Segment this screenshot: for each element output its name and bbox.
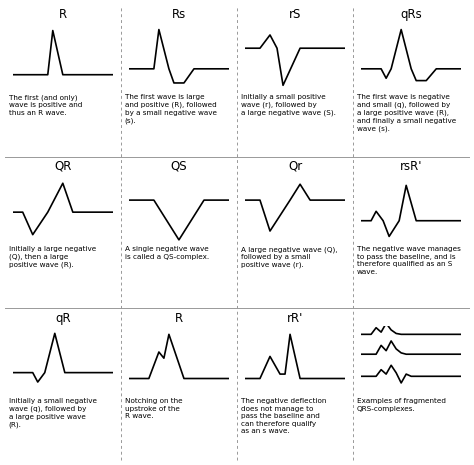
Text: The negative deflection
does not manage to
pass the baseline and
can therefore q: The negative deflection does not manage … [241, 398, 326, 434]
Text: A single negative wave
is called a QS-complex.: A single negative wave is called a QS-co… [125, 246, 209, 259]
Text: rS: rS [289, 8, 301, 21]
Text: Initially a small positive
wave (r), followed by
a large negative wave (S).: Initially a small positive wave (r), fol… [241, 94, 336, 116]
Text: R: R [175, 312, 183, 325]
Text: A large negative wave (Q),
followed by a small
positive wave (r).: A large negative wave (Q), followed by a… [241, 246, 337, 268]
Text: Examples of fragmented
QRS-complexes.: Examples of fragmented QRS-complexes. [357, 398, 446, 412]
Text: The first wave is large
and positive (R), followed
by a small negative wave
(s).: The first wave is large and positive (R)… [125, 94, 217, 124]
Text: rsR': rsR' [400, 160, 422, 173]
Text: R: R [59, 8, 67, 21]
Text: The first wave is negative
and small (q), followed by
a large positive wave (R),: The first wave is negative and small (q)… [357, 94, 456, 132]
Text: Initially a small negative
wave (q), followed by
a large positive wave
(R).: Initially a small negative wave (q), fol… [9, 398, 97, 427]
Text: Initially a large negative
(Q), then a large
positive wave (R).: Initially a large negative (Q), then a l… [9, 246, 96, 268]
Text: QR: QR [54, 160, 72, 173]
Text: Qr: Qr [288, 160, 302, 173]
Text: The negative wave manages
to pass the baseline, and is
therefore qualified as an: The negative wave manages to pass the ba… [357, 246, 461, 275]
Text: qRs: qRs [401, 8, 422, 21]
Text: rR': rR' [287, 312, 303, 325]
Text: The first (and only)
wave is positive and
thus an R wave.: The first (and only) wave is positive an… [9, 94, 82, 116]
Text: Rs: Rs [172, 8, 186, 21]
Text: qR: qR [55, 312, 71, 325]
Text: QS: QS [171, 160, 187, 173]
Text: Notching on the
upstroke of the
R wave.: Notching on the upstroke of the R wave. [125, 398, 182, 419]
